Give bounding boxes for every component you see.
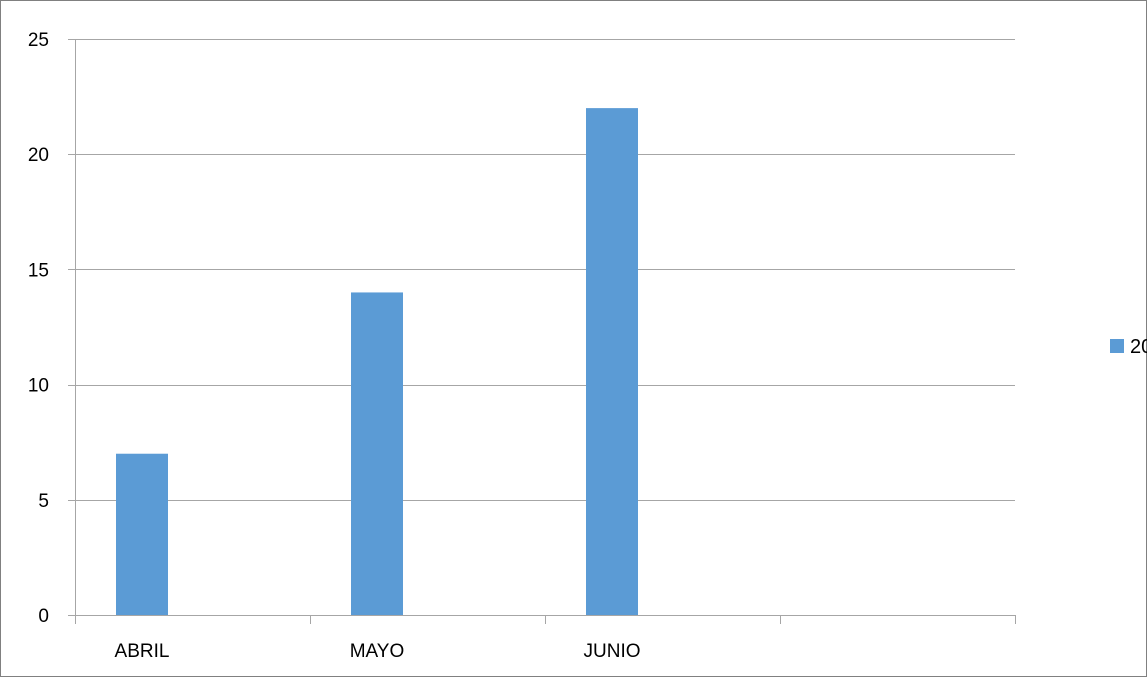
gridlines [75, 39, 1015, 501]
tick-labels: 0 5 10 15 20 25 ABRIL MAYO JUNIO [28, 30, 641, 662]
x-tick-label-mayo: MAYO [350, 641, 405, 662]
bar-mayo [351, 292, 403, 615]
legend: 2020 [1110, 336, 1147, 358]
legend-label-2020: 2020 [1130, 336, 1147, 358]
y-tick-label-0: 0 [38, 606, 49, 627]
y-tick-label-5: 5 [38, 491, 49, 512]
axes [68, 39, 1016, 624]
x-tick-label-junio: JUNIO [584, 641, 641, 662]
legend-swatch-2020 [1110, 339, 1124, 353]
y-tick-label-10: 10 [28, 376, 49, 397]
bar-abril [116, 453, 168, 615]
y-tick-label-20: 20 [28, 145, 49, 166]
y-tick-label-25: 25 [28, 30, 49, 51]
bars [116, 108, 638, 616]
x-tick-label-abril: ABRIL [115, 641, 170, 662]
bar-junio [586, 108, 638, 616]
y-tick-label-15: 15 [28, 260, 49, 281]
